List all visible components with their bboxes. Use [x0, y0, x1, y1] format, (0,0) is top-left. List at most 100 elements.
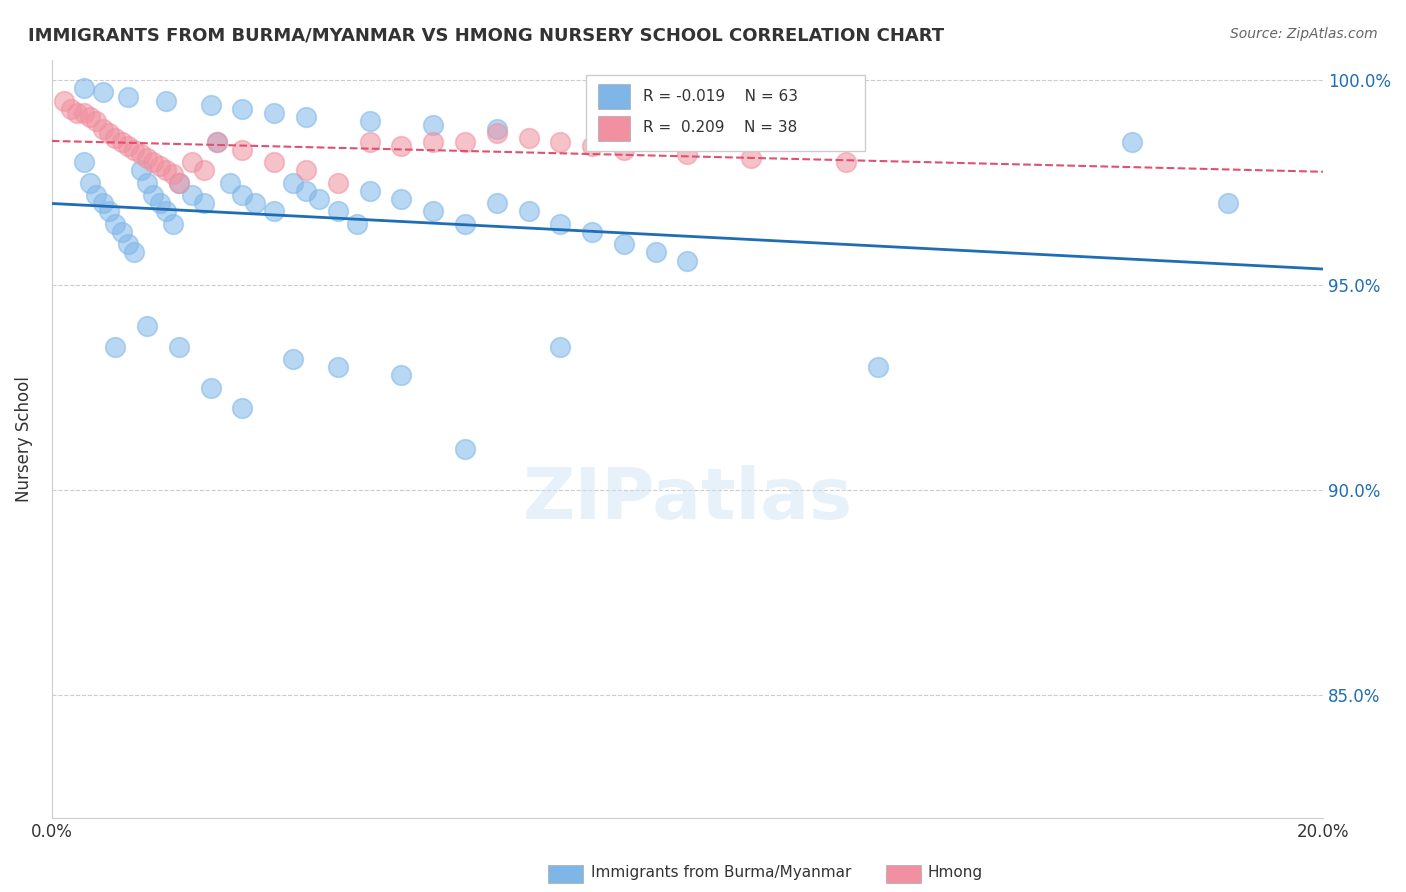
Point: [111, 225, 134, 239]
Point: [263, 155, 285, 169]
Point: [84, 114, 107, 128]
Point: [485, 122, 508, 136]
Point: [136, 319, 159, 334]
Text: Source: ZipAtlas.com: Source: ZipAtlas.com: [1230, 27, 1378, 41]
Point: [485, 196, 508, 211]
Point: [613, 237, 636, 252]
Point: [740, 151, 762, 165]
Point: [91, 86, 114, 100]
Point: [149, 196, 172, 211]
Point: [117, 237, 139, 252]
Point: [676, 147, 699, 161]
Point: [359, 184, 381, 198]
Point: [283, 352, 305, 367]
Point: [517, 130, 540, 145]
Point: [142, 155, 165, 169]
Point: [389, 192, 412, 206]
Point: [644, 245, 666, 260]
Point: [97, 127, 120, 141]
Text: IMMIGRANTS FROM BURMA/MYANMAR VS HMONG NURSERY SCHOOL CORRELATION CHART: IMMIGRANTS FROM BURMA/MYANMAR VS HMONG N…: [28, 27, 945, 45]
Y-axis label: Nursery School: Nursery School: [15, 376, 32, 502]
Point: [263, 106, 285, 120]
Point: [167, 176, 190, 190]
Point: [129, 163, 152, 178]
Point: [66, 106, 89, 120]
Point: [454, 442, 477, 457]
Point: [231, 188, 253, 202]
Point: [72, 155, 94, 169]
Point: [581, 225, 603, 239]
Point: [167, 176, 190, 190]
Point: [104, 217, 127, 231]
Point: [59, 102, 82, 116]
Point: [111, 135, 134, 149]
Point: [676, 253, 699, 268]
Point: [1216, 196, 1239, 211]
Point: [124, 245, 146, 260]
Point: [72, 81, 94, 95]
Point: [84, 188, 107, 202]
Point: [104, 340, 127, 354]
Point: [142, 188, 165, 202]
Point: [517, 204, 540, 219]
Point: [205, 135, 228, 149]
Point: [485, 127, 508, 141]
Point: [231, 102, 253, 116]
Point: [117, 138, 139, 153]
Point: [283, 176, 305, 190]
Text: Immigrants from Burma/Myanmar: Immigrants from Burma/Myanmar: [591, 865, 851, 880]
Point: [263, 204, 285, 219]
Point: [162, 168, 184, 182]
Point: [581, 138, 603, 153]
Text: R =  0.209    N = 38: R = 0.209 N = 38: [643, 120, 797, 136]
Point: [136, 151, 159, 165]
Point: [124, 143, 146, 157]
Text: Hmong: Hmong: [928, 865, 983, 880]
Point: [231, 401, 253, 416]
Point: [389, 368, 412, 383]
Bar: [599, 84, 630, 109]
Point: [91, 122, 114, 136]
Point: [180, 188, 202, 202]
Point: [149, 159, 172, 173]
Point: [205, 135, 228, 149]
Point: [422, 118, 444, 132]
Text: ZIPatlas: ZIPatlas: [523, 466, 852, 534]
Point: [155, 163, 177, 178]
Point: [295, 184, 318, 198]
Point: [104, 130, 127, 145]
Point: [613, 143, 636, 157]
Point: [346, 217, 368, 231]
Point: [155, 204, 177, 219]
Point: [231, 143, 253, 157]
Point: [193, 163, 215, 178]
Point: [72, 106, 94, 120]
Point: [193, 196, 215, 211]
Point: [326, 360, 349, 375]
Point: [97, 204, 120, 219]
Point: [454, 217, 477, 231]
Point: [295, 163, 318, 178]
Point: [200, 97, 222, 112]
Point: [550, 340, 572, 354]
Point: [835, 155, 858, 169]
Point: [91, 196, 114, 211]
Point: [79, 110, 101, 124]
Text: R = -0.019    N = 63: R = -0.019 N = 63: [643, 88, 799, 103]
Point: [454, 135, 477, 149]
Point: [422, 135, 444, 149]
Point: [79, 176, 101, 190]
Point: [550, 135, 572, 149]
Point: [129, 147, 152, 161]
Point: [326, 204, 349, 219]
Point: [326, 176, 349, 190]
Point: [422, 204, 444, 219]
Point: [136, 176, 159, 190]
Point: [243, 196, 266, 211]
Point: [167, 340, 190, 354]
Point: [180, 155, 202, 169]
Point: [117, 89, 139, 103]
Point: [155, 94, 177, 108]
Point: [53, 94, 76, 108]
Point: [359, 135, 381, 149]
